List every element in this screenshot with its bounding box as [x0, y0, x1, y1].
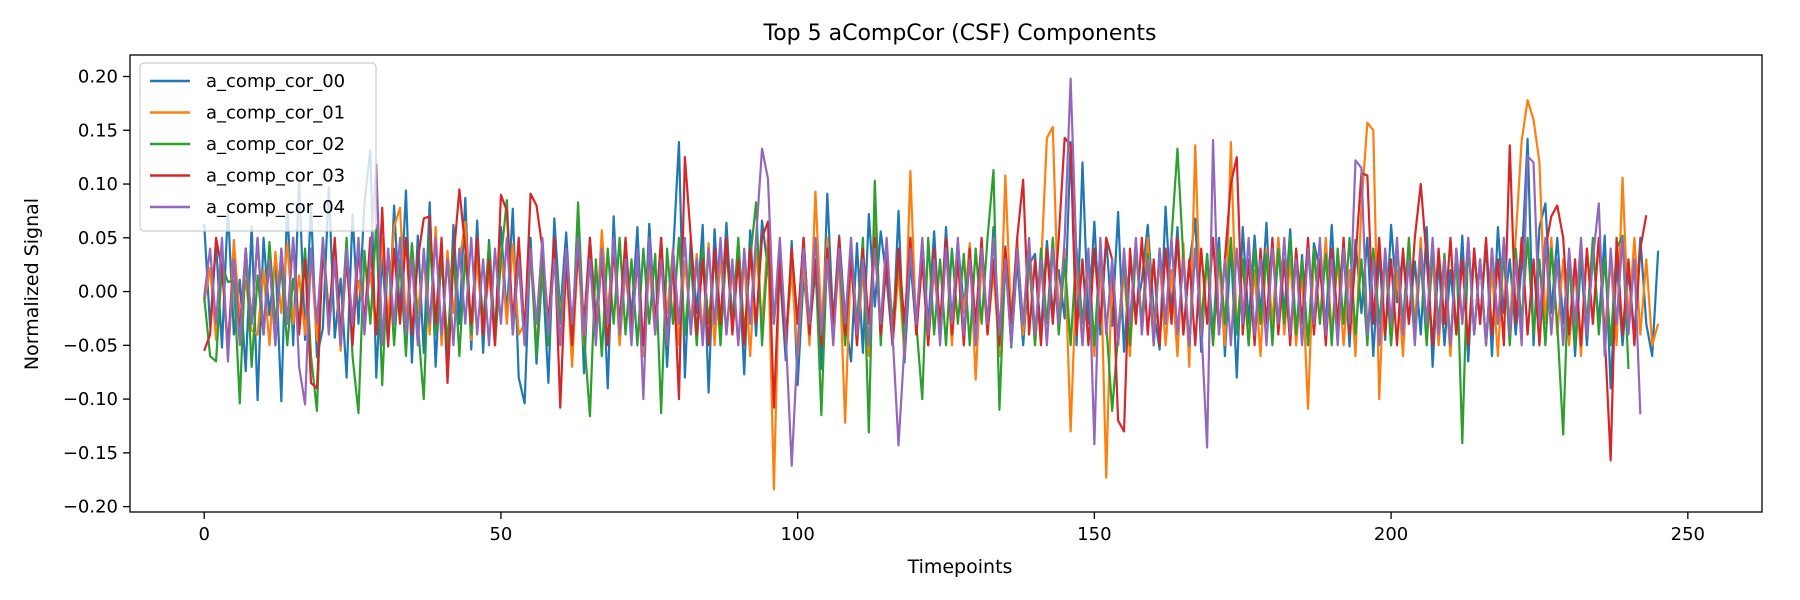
x-tick-label: 100	[780, 524, 814, 545]
legend-label-a_comp_cor_04: a_comp_cor_04	[206, 197, 345, 218]
y-tick-label: −0.05	[63, 335, 118, 356]
axes-layer: 0 50 100 150 200 250 −0.20 −0.15 −0.10 −0.05 0.00 0…	[63, 54, 1763, 545]
chart-title: Top 5 aCompCor (CSF) Components	[763, 21, 1157, 46]
x-tick-label: 200	[1374, 524, 1408, 545]
y-tick-label: 0.00	[78, 282, 118, 303]
y-tick-label: 0.05	[78, 228, 118, 249]
legend-label-a_comp_cor_00: a_comp_cor_00	[206, 71, 345, 92]
y-tick-label: 0.15	[78, 120, 118, 141]
x-axis-title: Timepoints	[907, 556, 1013, 578]
y-tick-label: 0.10	[78, 174, 118, 195]
series-layer	[203, 77, 1660, 491]
series-line-a_comp_cor_04	[203, 77, 1642, 467]
y-axis-title: Normalized Signal	[21, 198, 43, 370]
x-tick-label: 150	[1077, 524, 1111, 545]
legend-label-a_comp_cor_03: a_comp_cor_03	[206, 166, 345, 187]
plot-frame	[129, 54, 1763, 513]
x-tick-label: 250	[1671, 524, 1705, 545]
x-tick-label: 50	[489, 524, 512, 545]
legend: a_comp_cor_00 a_comp_cor_01 a_comp_cor_02a…	[139, 62, 377, 232]
y-tick-label: −0.20	[63, 497, 118, 518]
y-tick-label: −0.15	[63, 443, 118, 464]
legend-label-a_comp_cor_01: a_comp_cor_01	[206, 103, 345, 124]
x-tick-label: 0	[198, 524, 209, 545]
legend-box	[139, 62, 377, 232]
legend-label-a_comp_cor_02: a_comp_cor_02	[206, 134, 345, 155]
y-tick-label: −0.10	[63, 389, 118, 410]
y-tick-label: 0.20	[78, 67, 118, 88]
